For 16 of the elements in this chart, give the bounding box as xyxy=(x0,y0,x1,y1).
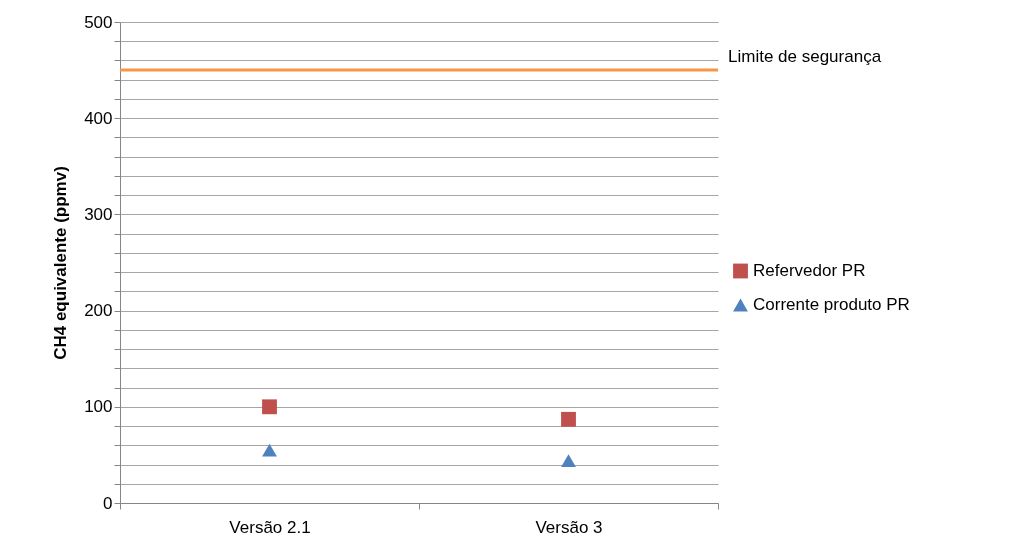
legend-label: Refervedor PR xyxy=(753,261,866,280)
x-tick-label: Versão 2.1 xyxy=(229,517,311,537)
point xyxy=(561,454,576,468)
y-tick-label: 0 xyxy=(103,493,113,513)
point xyxy=(561,411,576,427)
y-tick-label: 400 xyxy=(84,108,113,128)
point xyxy=(262,399,277,415)
y-axis-title: CH4 equivalente (ppmv) xyxy=(51,166,71,360)
y-tick-label: 300 xyxy=(84,204,113,224)
y-tick-label: 200 xyxy=(84,301,113,321)
y-tick-label: 100 xyxy=(84,397,113,417)
y-tick-label: 500 xyxy=(84,12,113,32)
x-tick-label: Versão 3 xyxy=(535,517,603,537)
point xyxy=(262,443,277,457)
ref-line-label: Limite de segurança xyxy=(728,47,882,67)
legend-label: Corrente produto PR xyxy=(753,295,910,314)
